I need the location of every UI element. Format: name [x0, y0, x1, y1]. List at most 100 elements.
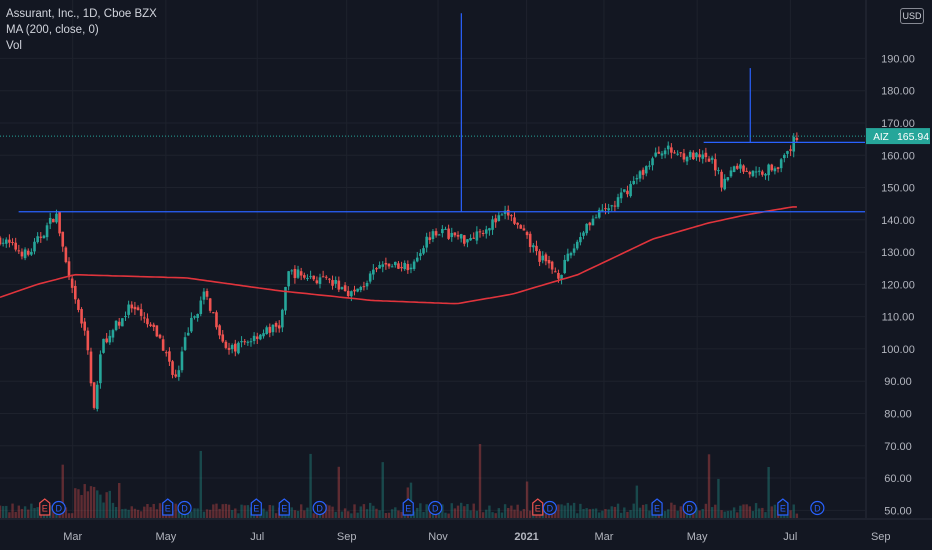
volume-bar	[761, 507, 764, 518]
volume-bar	[676, 510, 679, 518]
candle-body	[441, 228, 444, 234]
currency-button[interactable]: USD	[900, 8, 924, 24]
candle-body	[619, 192, 623, 199]
candle-body	[654, 152, 657, 157]
volume-bar	[607, 509, 610, 518]
y-tick-label: 140.00	[881, 215, 915, 227]
volume-bar	[619, 512, 623, 518]
volume-bar	[670, 502, 673, 518]
volume-bar	[491, 512, 494, 518]
volume-bar	[466, 504, 469, 518]
candle-body	[522, 228, 526, 231]
candle-body	[670, 147, 673, 153]
candle-body	[475, 231, 479, 241]
volume-bar	[321, 511, 325, 518]
candle-body	[299, 271, 303, 276]
candle-body	[152, 324, 156, 327]
volume-bar	[629, 510, 632, 518]
candle-body	[290, 270, 294, 272]
dividend-icon[interactable]	[312, 500, 327, 516]
volume-bar	[378, 510, 381, 518]
volume-bar	[8, 512, 11, 518]
candle-body	[484, 229, 488, 234]
volume-bar	[215, 503, 218, 518]
volume-bar	[528, 510, 532, 518]
candle-body	[415, 257, 419, 262]
volume-bar	[416, 507, 419, 518]
candle-body	[161, 339, 165, 351]
candle-body	[331, 280, 334, 286]
candle-body	[707, 158, 711, 162]
candle-body	[525, 232, 529, 236]
candle-body	[519, 225, 523, 229]
y-tick-label: 60.00	[884, 473, 912, 485]
price-axis[interactable]	[866, 0, 932, 550]
y-tick-label: 180.00	[881, 86, 915, 98]
volume-bar	[143, 506, 146, 518]
volume-bar	[58, 513, 61, 518]
candle-body	[180, 351, 184, 371]
volume-bar	[268, 504, 272, 518]
volume-bar	[337, 466, 341, 518]
volume-bar	[20, 508, 24, 518]
candle-body	[55, 213, 58, 223]
volume-bar	[667, 509, 670, 518]
candle-body	[89, 351, 93, 384]
volume-bar	[767, 466, 770, 518]
candle-body	[767, 164, 770, 176]
earnings-icon[interactable]	[250, 498, 262, 516]
earnings-icon[interactable]	[402, 498, 414, 516]
candle-body	[591, 218, 595, 226]
candle-body	[324, 276, 328, 278]
candle-body	[346, 290, 350, 297]
dividend-icon[interactable]	[810, 500, 825, 516]
earnings-icon[interactable]	[777, 498, 789, 516]
earnings-icon[interactable]	[651, 498, 663, 516]
volume-bar	[190, 511, 193, 518]
volume-bar	[692, 511, 695, 518]
earnings-icon[interactable]	[39, 498, 51, 516]
volume-bar	[384, 512, 388, 518]
volume-bar	[359, 506, 362, 518]
candle-body	[494, 218, 497, 223]
volume-bar	[102, 502, 105, 518]
volume-bar	[739, 505, 742, 518]
candle-body	[434, 231, 438, 236]
candle-body	[334, 280, 337, 284]
earnings-icon[interactable]	[278, 498, 290, 516]
candle-body	[303, 275, 306, 278]
candle-body	[553, 271, 557, 273]
candle-body	[575, 241, 579, 249]
y-tick-label: 70.00	[884, 441, 912, 453]
volume-bar	[397, 510, 400, 518]
volume-bar	[714, 504, 717, 518]
volume-bar	[240, 504, 243, 518]
candle-body	[704, 152, 708, 158]
candle-body	[130, 304, 134, 309]
earnings-icon[interactable]	[532, 498, 544, 516]
volume-bar	[271, 505, 275, 518]
dividend-icon[interactable]	[682, 500, 697, 516]
volume-bar	[5, 505, 8, 518]
dividend-icon[interactable]	[177, 500, 192, 516]
volume-bar	[478, 443, 482, 518]
candle-body	[328, 278, 331, 280]
candle-body	[36, 236, 39, 243]
dividend-icon[interactable]	[51, 500, 66, 516]
dividend-icon[interactable]	[542, 500, 557, 516]
candle-body	[102, 338, 105, 353]
legend-vol: Vol	[6, 40, 22, 52]
candle-body	[45, 225, 49, 238]
volume-bar	[265, 511, 268, 518]
earnings-icon[interactable]	[162, 498, 174, 516]
y-tick-label: 80.00	[884, 408, 912, 420]
volume-bar	[497, 508, 501, 518]
dividend-icon[interactable]	[428, 500, 443, 516]
candle-body	[676, 153, 679, 155]
event-label: E	[535, 504, 541, 514]
candle-body	[4, 239, 8, 244]
candle-body	[243, 341, 247, 343]
event-label: D	[547, 504, 554, 514]
